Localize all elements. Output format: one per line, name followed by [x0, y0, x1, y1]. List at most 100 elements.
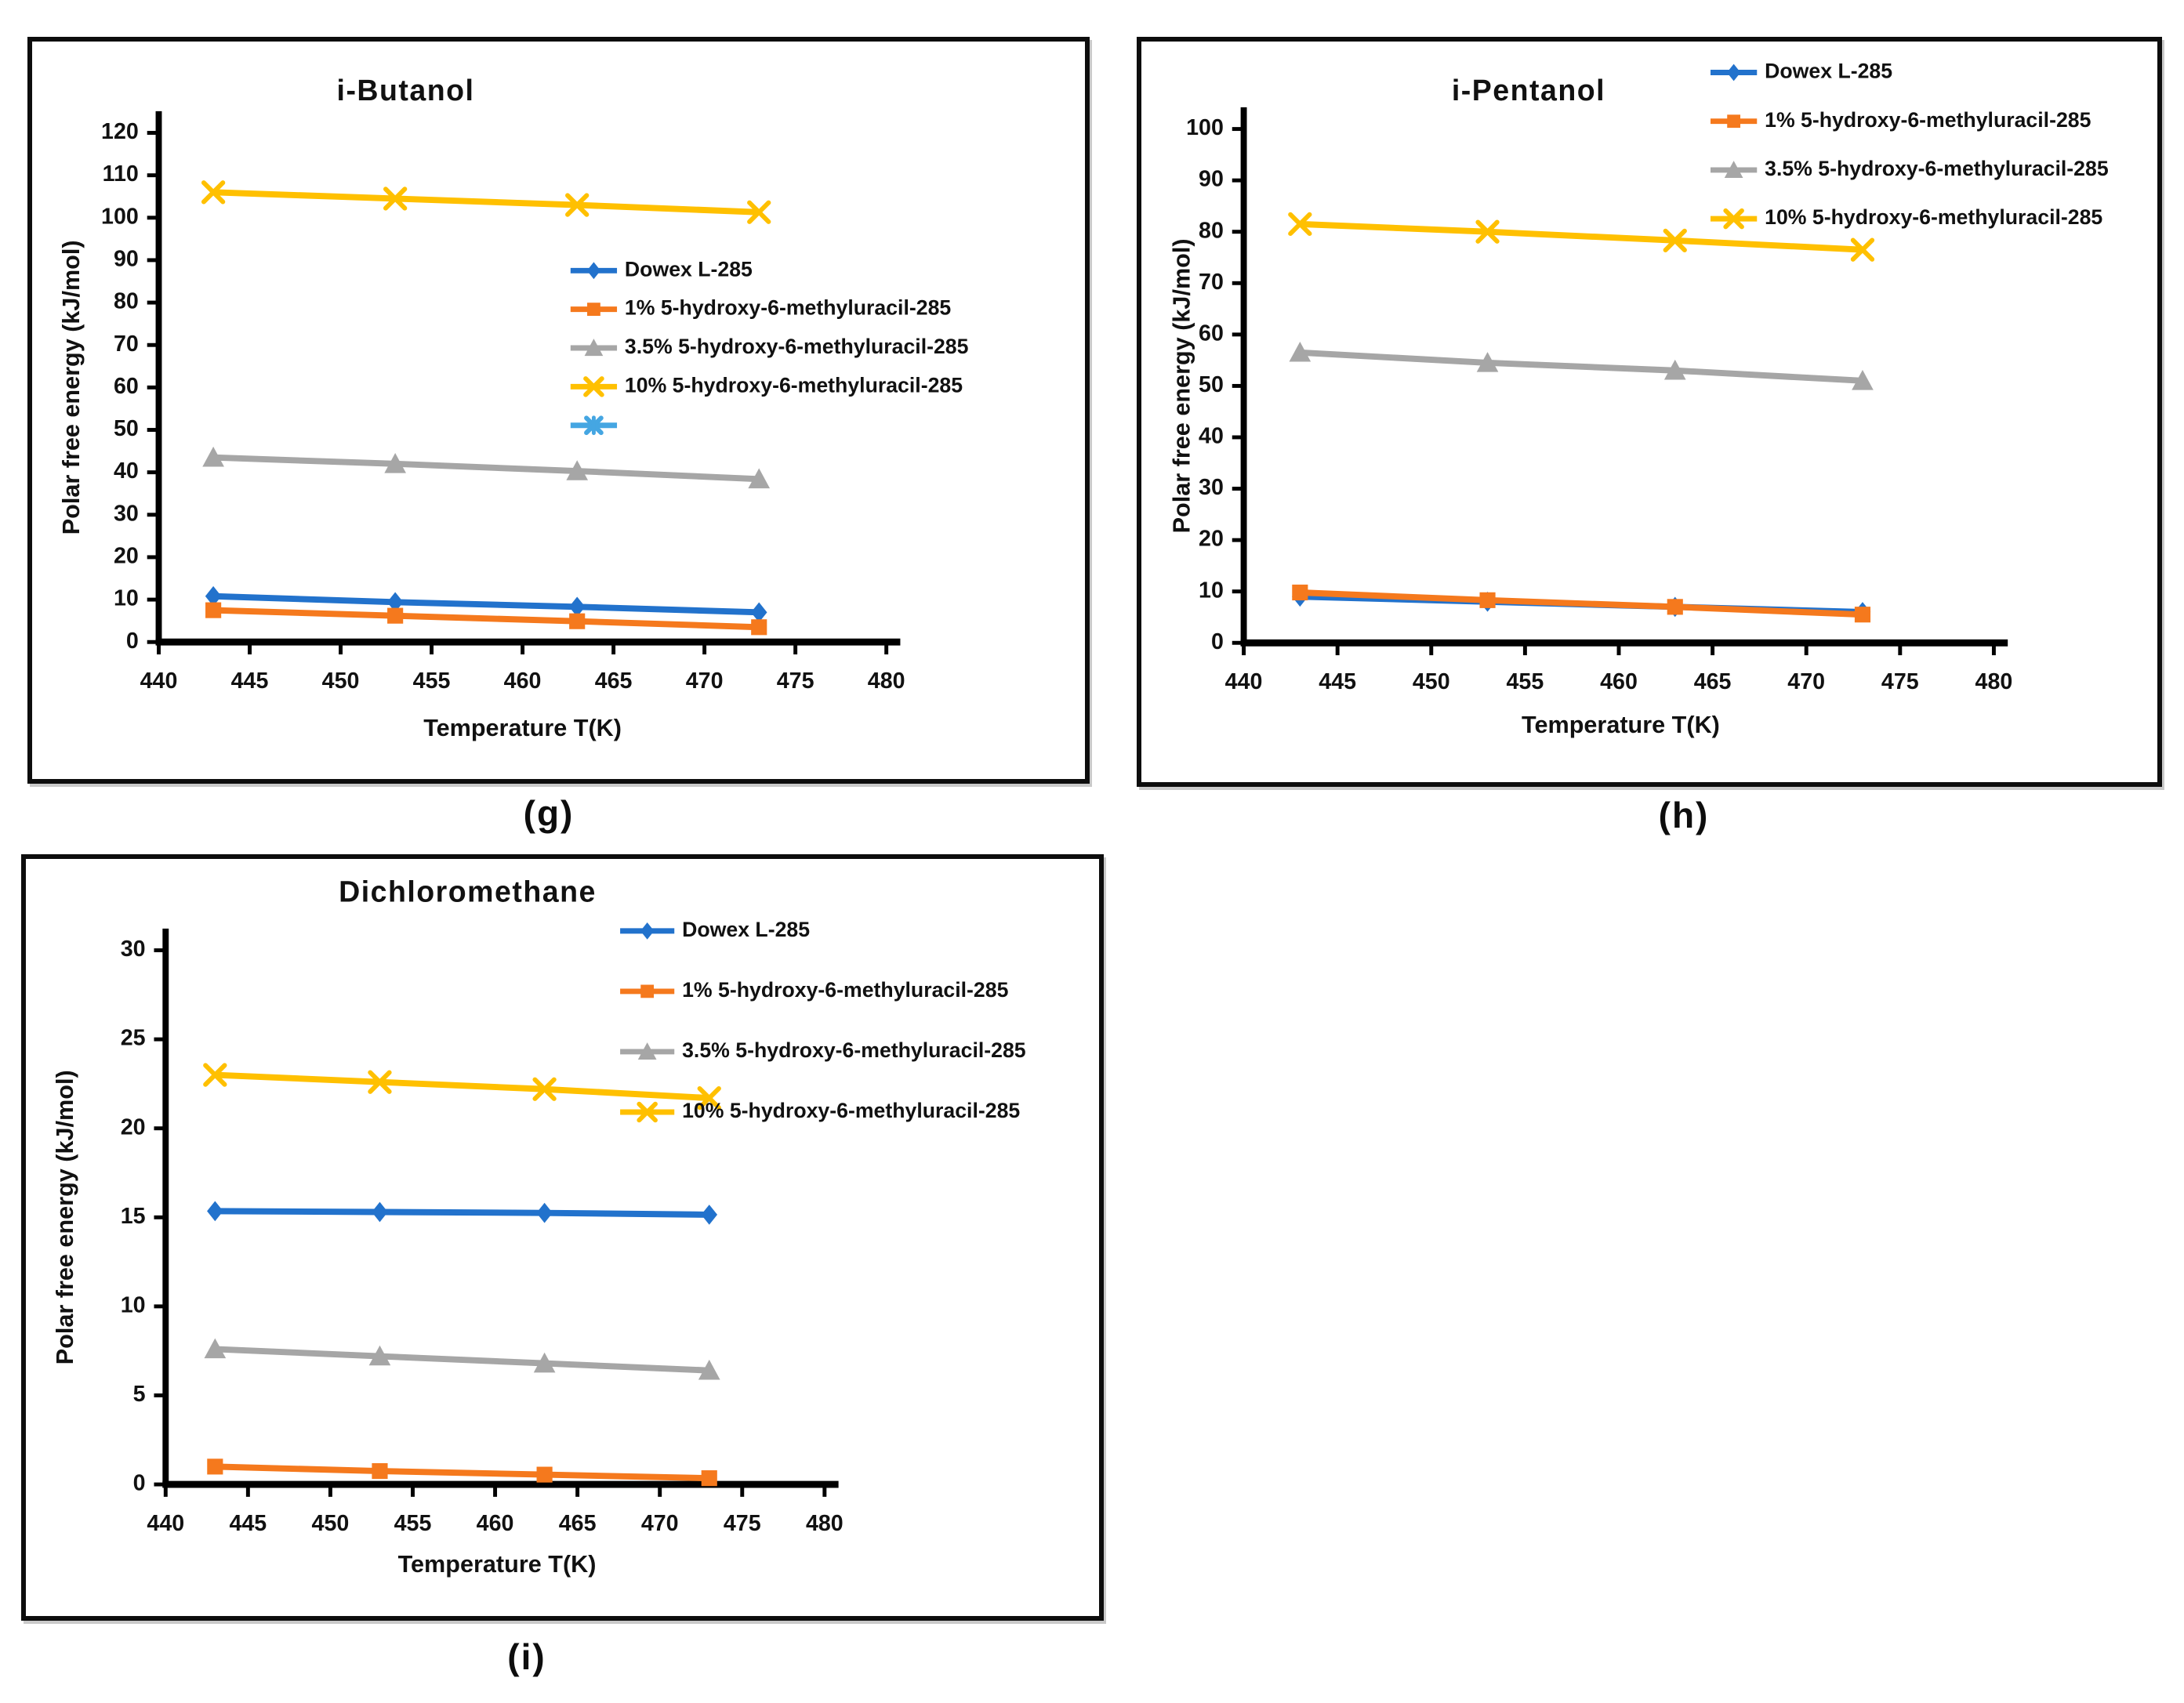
xmark-marker	[565, 193, 590, 217]
series-line	[210, 189, 763, 216]
square-marker	[751, 619, 767, 636]
square-marker	[1479, 592, 1496, 608]
chart-title: i-Butanol	[337, 74, 475, 107]
series-xmark	[203, 1063, 721, 1111]
legend-item: Dowex L-285	[1711, 60, 1892, 83]
x-tick-label: 440	[1225, 669, 1263, 694]
x-tick-label: 455	[394, 1511, 432, 1536]
y-tick-label: 5	[133, 1382, 146, 1407]
triangle-marker	[1289, 341, 1311, 362]
xmark-marker	[1475, 219, 1500, 244]
series-line	[1297, 349, 1866, 384]
x-tick-label: 480	[1975, 669, 2013, 694]
series-triangle	[204, 1338, 720, 1380]
x-axis-title: Temperature T(K)	[423, 715, 622, 741]
legend-item: 10% 5-hydroxy-6-methyluracil-285	[1711, 205, 2102, 230]
square-marker	[1727, 114, 1741, 129]
chart-title: Dichloromethane	[339, 875, 597, 908]
series-triangle	[1289, 341, 1874, 390]
xmark-marker	[637, 1101, 658, 1123]
legend-label: 3.5% 5-hydroxy-6-methyluracil-285	[682, 1038, 1026, 1062]
triangle-marker	[698, 1359, 720, 1380]
xmark-marker	[1663, 228, 1687, 253]
legend-item: 1% 5-hydroxy-6-methyluracil-285	[570, 296, 951, 320]
y-tick-label: 10	[121, 1292, 146, 1317]
square-marker	[569, 613, 586, 629]
x-tick-label: 445	[1319, 669, 1356, 694]
triangle-marker	[748, 468, 771, 489]
y-tick-label: 90	[1199, 167, 1224, 192]
y-tick-label: 100	[1186, 115, 1224, 140]
x-tick-label: 440	[147, 1511, 184, 1536]
legend-item: 1% 5-hydroxy-6-methyluracil-285	[1711, 108, 2091, 132]
y-tick-label: 70	[1199, 270, 1224, 295]
series-line	[1297, 589, 1866, 618]
legend-item: Dowex L-285	[620, 918, 810, 941]
series-diamond	[207, 1201, 718, 1225]
axes	[162, 928, 839, 1488]
x-axis-ticks: 440 445 450 455 460 465 470 475 480	[140, 642, 905, 694]
series-xmark	[1288, 212, 1875, 262]
y-axis-ticks: 0 10 20 30 40 50 60 70 80 90 100 110 120	[101, 119, 159, 654]
legend: Dowex L-285 1% 5-hydroxy-6-methyluracil-2…	[570, 257, 969, 436]
legend-label: Dowex L-285	[682, 918, 810, 941]
y-tick-label: 15	[121, 1204, 146, 1229]
x-tick-label: 460	[504, 669, 542, 694]
diamond-marker	[372, 1201, 388, 1223]
y-tick-label: 120	[101, 119, 139, 144]
chart-i-pentanol-svg: i-Pentanol 0 10 20 30 40 50 60 70 80 90 100 440 445 45…	[1169, 60, 2109, 738]
y-tick-label: 90	[114, 247, 139, 272]
legend-item: 3.5% 5-hydroxy-6-methyluracil-285	[1711, 157, 2109, 180]
legend-label: 3.5% 5-hydroxy-6-methyluracil-285	[1765, 157, 2109, 180]
series-line	[1297, 220, 1866, 253]
y-tick-label: 30	[1199, 475, 1224, 500]
triangle-marker	[368, 1345, 391, 1366]
x-tick-label: 470	[641, 1511, 679, 1536]
triangle-marker	[566, 460, 589, 480]
y-tick-label: 80	[1199, 218, 1224, 243]
series-line	[212, 1346, 713, 1374]
legend-label: Dowex L-285	[1765, 60, 1892, 83]
series-xmark	[201, 180, 771, 224]
square-marker	[1667, 599, 1683, 615]
x-tick-label: 455	[1507, 669, 1544, 694]
x-tick-label: 475	[1881, 669, 1919, 694]
y-axis-ticks: 0 10 20 30 40 50 60 70 80 90 100	[1186, 115, 1244, 654]
y-tick-label: 10	[114, 586, 139, 611]
xmark-marker	[747, 200, 771, 224]
xmark-marker	[532, 1077, 557, 1101]
x-tick-label: 460	[1600, 669, 1638, 694]
x-tick-label: 445	[231, 669, 269, 694]
series-square	[1292, 584, 1871, 623]
legend-item: 10% 5-hydroxy-6-methyluracil-285	[620, 1099, 1020, 1123]
y-axis-title: Polar free energy (kJ/mol)	[58, 240, 85, 534]
x-axis-ticks: 440 445 450 455 460 465 470 475 480	[147, 1484, 843, 1536]
caption-i: (i)	[507, 1636, 546, 1677]
axes	[1240, 107, 2008, 647]
square-marker	[701, 1470, 717, 1487]
y-tick-label: 25	[121, 1026, 146, 1051]
diamond-marker	[536, 1202, 553, 1223]
x-tick-label: 470	[1787, 669, 1825, 694]
y-tick-label: 60	[114, 374, 139, 399]
y-tick-label: 20	[114, 544, 139, 569]
x-tick-label: 480	[868, 669, 905, 694]
diamond-marker	[586, 262, 601, 280]
triangle-marker	[1852, 370, 1874, 390]
square-marker	[1292, 584, 1308, 601]
triangle-marker	[1476, 352, 1499, 372]
chart-title: i-Pentanol	[1452, 74, 1605, 107]
square-marker	[207, 1458, 223, 1475]
triangle-marker	[637, 1042, 657, 1060]
y-tick-label: 0	[126, 629, 139, 654]
series-line	[210, 607, 763, 631]
x-axis-title: Temperature T(K)	[1522, 712, 1720, 738]
square-marker	[387, 607, 404, 624]
square-marker	[1854, 607, 1871, 623]
legend-item	[570, 415, 618, 436]
x-tick-label: 450	[312, 1511, 350, 1536]
caption-h: (h)	[1658, 795, 1710, 835]
y-tick-label: 80	[114, 289, 139, 314]
